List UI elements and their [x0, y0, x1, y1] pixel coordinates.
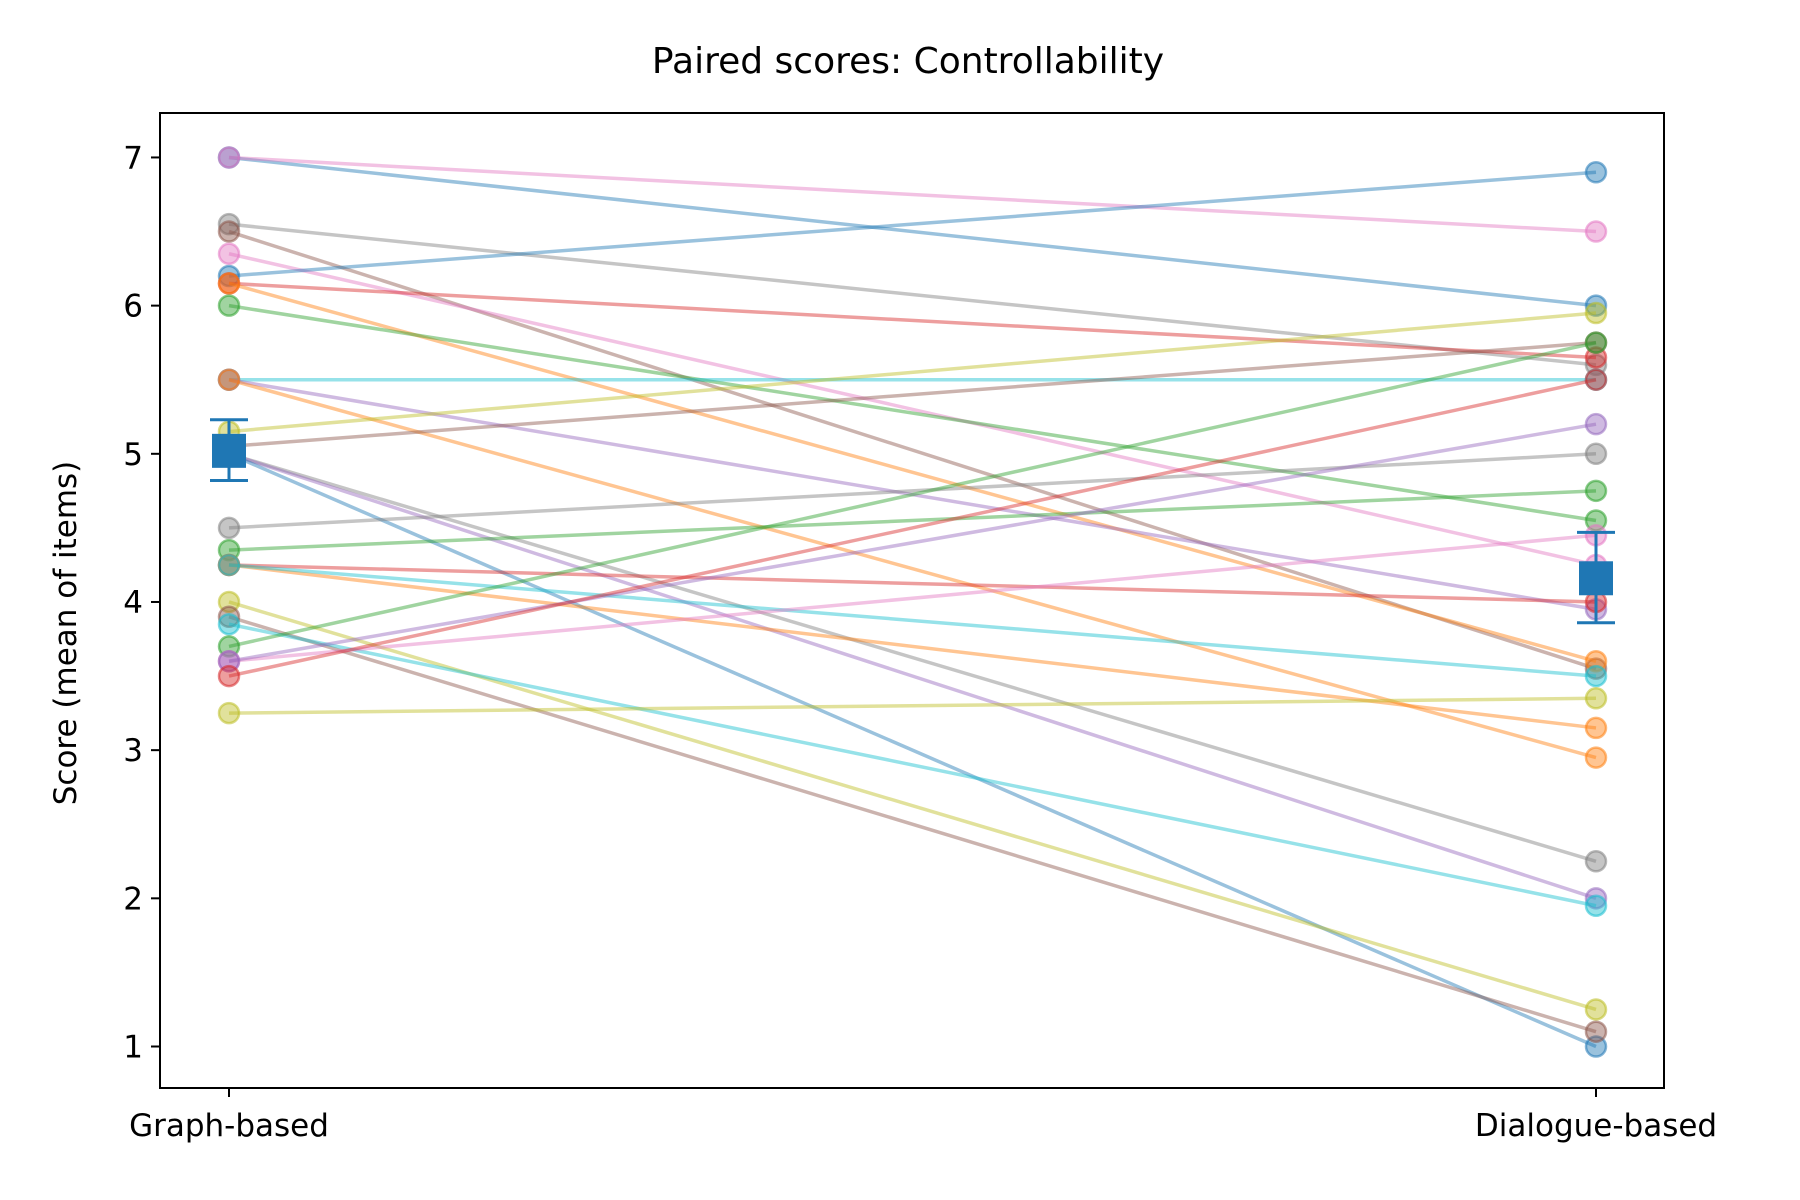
pair-line [228, 155, 1597, 308]
pair-1 [217, 146, 1608, 317]
pair-22 [217, 553, 1608, 688]
pair-line [228, 533, 1597, 663]
pair-30 [217, 687, 1608, 725]
y-tick-label: 5 [123, 437, 143, 473]
dialogue-based-point [1584, 850, 1608, 873]
pair-line [228, 600, 1597, 1012]
dialogue-based-point [1584, 746, 1608, 769]
pair-28 [217, 412, 1608, 673]
pair-29 [217, 368, 1608, 688]
y-axis-label: Score (mean of items) [48, 461, 84, 806]
dialogue-based-point [1584, 479, 1608, 503]
y-tick-label: 6 [123, 289, 143, 325]
pair-line [228, 340, 1597, 649]
pair-23 [217, 590, 1608, 1021]
pair-line [228, 452, 1597, 530]
pair-line [228, 377, 1597, 612]
dialogue-based-point [1584, 368, 1608, 391]
graph-based-point [217, 264, 241, 288]
graph-based-point [217, 368, 241, 391]
mean-marker [1579, 561, 1613, 596]
summary-dialogue-based [1577, 530, 1615, 625]
pair-line [228, 311, 1597, 434]
axes-layer: 1 2 3 4 5 6 7 Graph-based Dialogue-based [123, 140, 1717, 1144]
dialogue-based-point [1584, 1020, 1608, 1043]
mean-marker [212, 433, 246, 468]
pair-line [228, 252, 1597, 567]
pair-line [228, 422, 1597, 663]
pair-line [228, 622, 1597, 908]
pair-line [228, 378, 1597, 760]
dialogue-based-point [1584, 998, 1608, 1021]
x-tick-label: Dialogue-based [1475, 1108, 1717, 1144]
graph-based-point [217, 242, 241, 266]
paired-lines-layer [217, 146, 1608, 1058]
pair-line [228, 452, 1597, 900]
dialogue-based-point [1584, 412, 1608, 436]
pair-21 [217, 553, 1608, 740]
pair-line [228, 489, 1597, 552]
y-tick-label: 1 [123, 1030, 143, 1066]
chart-title: Paired scores: Controllability [652, 41, 1164, 82]
y-tick-label: 3 [123, 733, 143, 769]
pair-line [228, 281, 1597, 360]
pair-line [228, 170, 1597, 278]
pair-20 [217, 553, 1608, 614]
graph-based-point [217, 146, 241, 169]
pair-line [228, 563, 1597, 678]
graph-based-point [217, 212, 241, 236]
dialogue-based-point [1584, 442, 1608, 466]
pair-line [228, 378, 1597, 678]
dialogue-based-point [1584, 716, 1608, 740]
dialogue-based-point [1584, 894, 1608, 917]
pair-line [228, 563, 1597, 604]
dialogue-based-point [1584, 294, 1608, 317]
pair-18 [217, 442, 1608, 540]
graph-based-point [217, 605, 241, 629]
pair-3 [217, 212, 1608, 377]
pair-line [228, 155, 1597, 234]
graph-based-point [217, 553, 241, 577]
summary-graph-based [210, 418, 248, 482]
dialogue-based-point [1584, 331, 1608, 354]
dialogue-based-point [1584, 161, 1608, 184]
x-tick-label: Graph-based [129, 1108, 329, 1144]
pair-line [228, 452, 1597, 863]
dialogue-based-point [1584, 657, 1608, 680]
dialogue-based-point [1584, 301, 1608, 325]
graph-based-point [217, 516, 241, 540]
pair-2 [217, 146, 1608, 243]
pair-24 [217, 605, 1608, 1043]
dialogue-based-point [1584, 664, 1608, 688]
pair-6 [217, 161, 1608, 288]
graph-based-point [217, 701, 241, 725]
graph-based-point [217, 664, 241, 688]
pair-line [228, 615, 1597, 1034]
summary-layer [210, 418, 1615, 625]
pair-25 [217, 612, 1608, 917]
graph-based-point [217, 272, 241, 295]
dialogue-based-point [1584, 220, 1608, 243]
graph-based-point [217, 220, 241, 243]
pair-line [228, 696, 1597, 715]
pair-line [228, 340, 1597, 449]
pair-4 [217, 220, 1608, 680]
pair-12 [217, 368, 1608, 769]
pair-line [228, 281, 1597, 663]
plot-frame [159, 112, 1665, 1089]
y-tick-label: 7 [123, 140, 143, 176]
dialogue-based-point [1584, 687, 1608, 710]
pair-line [228, 563, 1597, 730]
y-tick-label: 2 [123, 881, 143, 917]
pair-line [228, 222, 1597, 367]
dialogue-based-point [1584, 887, 1608, 910]
pair-line [228, 452, 1597, 1049]
graph-based-point [217, 294, 241, 317]
y-tick-label: 4 [123, 585, 143, 621]
pair-line [228, 229, 1597, 671]
pair-line [228, 303, 1597, 523]
graph-based-point [217, 612, 241, 636]
